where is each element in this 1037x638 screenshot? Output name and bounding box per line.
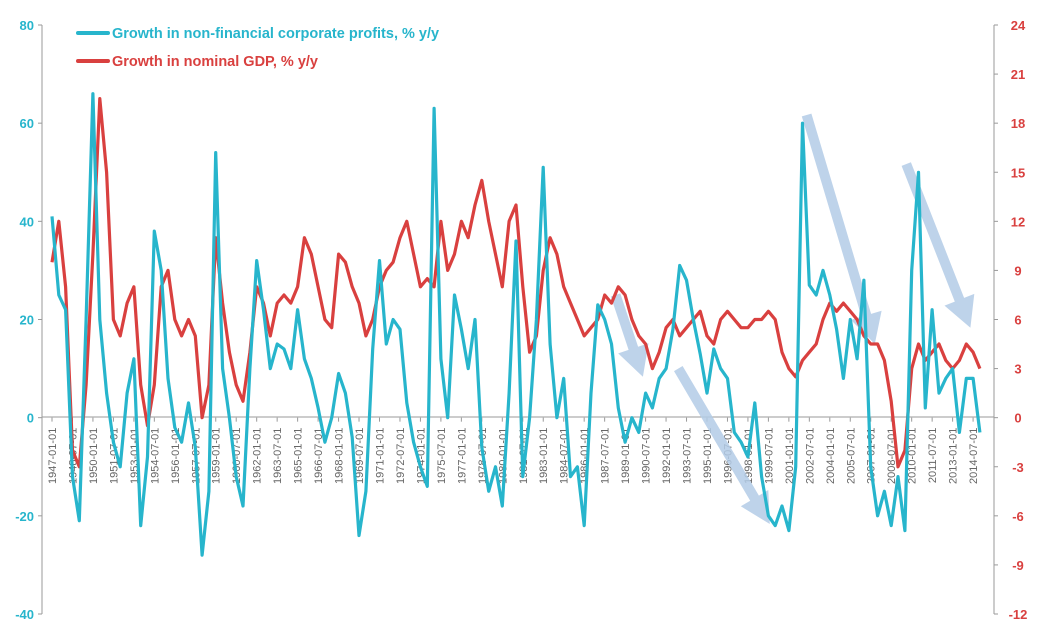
x-tick-label: 1990-07-01 [641, 428, 653, 484]
x-tick-label: 1974-01-01 [415, 428, 427, 484]
left-tick-label: 0 [27, 411, 34, 426]
x-tick-label: 1999-07-01 [763, 428, 775, 484]
x-tick-label: 1977-01-01 [456, 428, 468, 484]
x-tick-label: 2001-01-01 [784, 428, 796, 484]
x-tick-label: 1989-01-01 [620, 428, 632, 484]
x-tick-label: 1965-01-01 [293, 428, 305, 484]
left-tick-label: 40 [20, 214, 34, 229]
right-tick-label: 12 [1011, 214, 1025, 229]
left-axis-ticks: -40 -20 0 20 40 60 80 [15, 18, 42, 622]
x-tick-label: 2005-07-01 [845, 428, 857, 484]
left-tick-label: 60 [20, 116, 34, 131]
x-tick-label: 2013-01-01 [948, 428, 960, 484]
left-tick-label: 80 [20, 18, 34, 33]
right-tick-label: 15 [1011, 165, 1025, 180]
x-tick-label: 1993-07-01 [682, 428, 694, 484]
x-tick-label: 1963-07-01 [272, 428, 284, 484]
x-tick-label: 1956-01-01 [170, 428, 182, 484]
right-tick-label: 0 [1014, 411, 1021, 426]
trend-arrow-2 [674, 366, 770, 524]
profits-growth-line [50, 92, 982, 557]
left-tick-label: -20 [15, 509, 34, 524]
legend-label-profits: Growth in non-financial corporate profit… [112, 26, 439, 42]
left-tick-label: 20 [20, 313, 34, 328]
right-tick-label: 9 [1014, 263, 1021, 278]
x-tick-label: 1971-01-01 [374, 428, 386, 484]
x-tick-label: 2002-07-01 [804, 428, 816, 484]
legend: Growth in non-financial corporate profit… [76, 26, 439, 70]
right-tick-label: -3 [1012, 460, 1024, 475]
x-tick-label: 1966-07-01 [313, 428, 325, 484]
x-tick-label: 2004-01-01 [825, 428, 837, 484]
right-tick-label: 21 [1011, 67, 1025, 82]
right-tick-label: 24 [1011, 18, 1026, 33]
right-tick-label: 3 [1014, 362, 1021, 377]
x-tick-label: 1950-01-01 [88, 428, 100, 484]
x-tick-label: 1951-07-01 [108, 428, 120, 484]
series-lines [50, 92, 982, 557]
x-tick-label: 1992-01-01 [661, 428, 673, 484]
x-tick-label: 1983-01-01 [538, 428, 550, 484]
right-tick-label: 18 [1011, 116, 1025, 131]
x-tick-label: 1969-07-01 [354, 428, 366, 484]
right-axis-ticks: -12 -9 -6 -3 0 3 6 9 12 15 18 21 24 [994, 18, 1027, 622]
trend-arrow-3 [801, 113, 882, 344]
x-tick-label: 1959-01-01 [211, 428, 223, 484]
x-tick-label: 2014-07-01 [968, 428, 980, 484]
legend-label-gdp: Growth in nominal GDP, % y/y [112, 54, 318, 70]
x-tick-label: 1972-07-01 [395, 428, 407, 484]
right-tick-label: 6 [1014, 313, 1021, 328]
x-tick-label: 1975-07-01 [436, 428, 448, 484]
x-axis-ticks: 1947-01-01 1948-07-01 1950-01-01 1951-07-01… [47, 417, 980, 484]
x-tick-label: 1947-01-01 [47, 428, 59, 484]
trend-arrow-1 [610, 293, 649, 377]
left-tick-label: -40 [15, 607, 34, 622]
x-tick-label: 2011-07-01 [927, 428, 939, 483]
x-tick-label: 1962-01-01 [252, 428, 264, 484]
right-tick-label: -9 [1012, 558, 1024, 573]
x-tick-label: 1954-07-01 [149, 428, 161, 484]
x-tick-label: 1995-01-01 [702, 428, 714, 484]
x-tick-label: 2010-01-01 [907, 428, 919, 484]
right-tick-label: -12 [1009, 607, 1028, 622]
x-tick-label: 1968-01-01 [334, 428, 346, 484]
right-tick-label: -6 [1012, 509, 1024, 524]
nominal-gdp-growth-line [50, 97, 982, 469]
x-tick-label: 1987-07-01 [600, 428, 612, 484]
